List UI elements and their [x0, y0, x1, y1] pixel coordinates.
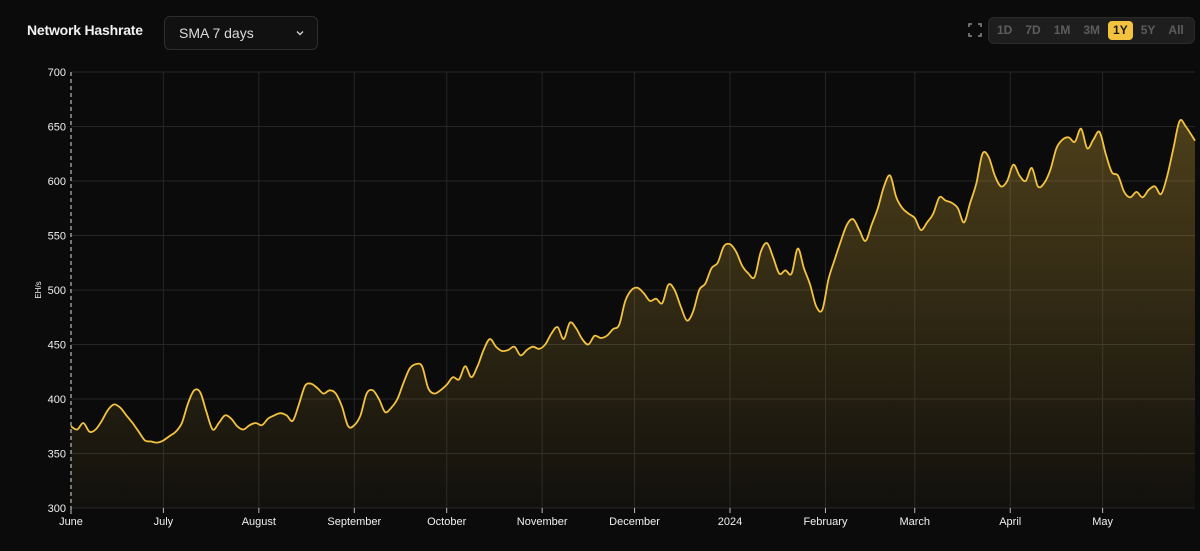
y-tick-label: 600	[48, 176, 66, 188]
expand-icon[interactable]	[968, 23, 982, 37]
y-tick-label: 300	[48, 503, 66, 515]
x-tick-label: 2024	[718, 516, 742, 528]
y-tick-label: 450	[48, 340, 66, 352]
range-button-all[interactable]: All	[1168, 23, 1184, 37]
y-axis-label: EH/s	[34, 281, 43, 298]
x-tick-label: February	[803, 516, 848, 528]
range-button-3m[interactable]: 3M	[1083, 23, 1101, 37]
y-tick-label: 650	[48, 122, 66, 134]
sma-select-value: SMA 7 days	[179, 25, 254, 41]
range-button-1d[interactable]: 1D	[997, 23, 1013, 37]
y-tick-label: 500	[48, 285, 66, 297]
x-tick-label: August	[242, 516, 276, 528]
x-tick-label: October	[427, 516, 466, 528]
x-tick-label: March	[899, 516, 930, 528]
range-button-5y[interactable]: 5Y	[1140, 23, 1156, 37]
x-tick-label: November	[517, 516, 568, 528]
range-button-7d[interactable]: 7D	[1025, 23, 1041, 37]
chevron-down-icon	[296, 31, 304, 36]
y-tick-label: 550	[48, 231, 66, 243]
x-tick-label: June	[59, 516, 83, 528]
sma-period-dropdown[interactable]: SMA 7 days	[164, 16, 318, 50]
range-button-1m[interactable]: 1M	[1053, 23, 1071, 37]
y-tick-label: 400	[48, 394, 66, 406]
time-range-selector: 1D 7D 1M 3M 1Y 5Y All	[988, 17, 1195, 44]
x-tick-label: September	[327, 516, 381, 528]
series-line	[70, 119, 1196, 444]
y-tick-label: 350	[48, 449, 66, 461]
x-tick-label: May	[1092, 516, 1113, 528]
series-area	[71, 119, 1195, 508]
y-tick-label: 700	[48, 67, 66, 79]
x-tick-label: July	[154, 516, 174, 528]
x-tick-label: April	[999, 516, 1021, 528]
chart-title: Network Hashrate	[27, 22, 143, 38]
x-tick-label: December	[609, 516, 660, 528]
range-button-1y[interactable]: 1Y	[1108, 21, 1133, 40]
